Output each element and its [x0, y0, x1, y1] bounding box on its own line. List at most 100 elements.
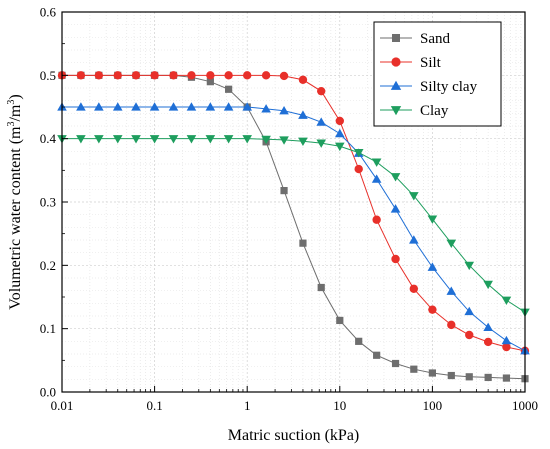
data-point-silt	[261, 71, 271, 80]
data-point-silt	[502, 342, 511, 352]
data-point-clay	[131, 135, 141, 144]
data-point-silty-clay	[112, 102, 123, 111]
data-point-clay	[390, 173, 401, 182]
series-line-silty-clay	[62, 106, 526, 352]
data-point-clay	[112, 135, 123, 144]
data-point-silt	[169, 71, 178, 80]
ticks: 0.01 0.1 1 10 100 1000 0.0 0.1 0.2 0.3 0.4 0.5 0.6	[40, 5, 538, 414]
data-point-silt	[131, 71, 141, 80]
data-point-silt	[465, 330, 474, 340]
data-point-silty-clay	[446, 286, 457, 295]
data-point-clay	[186, 135, 197, 144]
data-point-clay	[501, 296, 512, 305]
data-point-clay	[335, 142, 345, 152]
data-point-silt	[409, 284, 419, 293]
data-point-silty-clay	[168, 102, 179, 111]
data-point-silty-clay	[205, 102, 216, 111]
data-point-sand	[410, 365, 418, 373]
data-point-silt	[354, 164, 363, 174]
data-point-silty-clay	[409, 235, 419, 244]
data-point-silty-clay	[131, 102, 141, 111]
y-tick-label: 0.1	[40, 321, 56, 336]
data-point-silty-clay	[316, 117, 327, 126]
data-point-silty-clay	[298, 110, 308, 119]
legend-label-silt: Silt	[420, 55, 442, 71]
data-point-silty-clay	[335, 128, 345, 138]
data-point-silt	[317, 86, 326, 96]
data-point-sand	[280, 187, 288, 195]
legend-marker-silt	[391, 57, 401, 67]
data-point-clay	[279, 136, 289, 145]
data-point-silt	[391, 254, 400, 264]
data-point-clay	[76, 135, 86, 144]
data-point-clay	[409, 192, 419, 201]
data-point-silty-clay	[223, 102, 234, 111]
data-point-silt	[94, 71, 104, 80]
data-point-silt	[187, 71, 196, 80]
data-point-sand	[355, 337, 363, 345]
data-point-sand	[299, 239, 307, 247]
data-point-silt	[483, 337, 493, 347]
data-point-silty-clay	[186, 102, 197, 111]
y-axis-title-main: Volumetric water content (m	[7, 126, 24, 310]
data-point-silt	[447, 320, 456, 330]
data-point-clay	[242, 135, 252, 144]
data-point-silty-clay	[242, 102, 252, 111]
legend-marker-silty-clay	[390, 80, 402, 90]
data-point-sand	[465, 373, 473, 381]
legend-marker-sand	[392, 34, 400, 42]
data-point-clay	[223, 135, 234, 144]
data-point-clay	[149, 135, 160, 144]
x-tick-label: 0.01	[51, 398, 74, 413]
y-tick-label: 0.2	[40, 258, 56, 273]
y-tick-label: 0.0	[40, 385, 56, 400]
data-point-sand	[484, 373, 492, 382]
legend-label-sand: Sand	[420, 31, 451, 47]
data-point-sand	[428, 369, 436, 377]
x-tick-label: 0.1	[146, 398, 162, 413]
data-point-silty-clay	[149, 102, 160, 111]
data-point-silty-clay	[464, 306, 475, 316]
series-clay	[57, 135, 530, 317]
y-tick-label: 0.3	[40, 195, 56, 210]
x-axis-title: Matric suction (kPa)	[228, 427, 360, 444]
data-point-silt	[372, 215, 381, 224]
data-point-silty-clay	[94, 102, 104, 111]
data-point-sand	[336, 316, 344, 325]
data-point-silt	[428, 305, 437, 314]
data-point-clay	[483, 280, 493, 290]
series-layer	[57, 71, 530, 383]
data-point-silt	[279, 71, 289, 81]
x-tick-label: 1000	[512, 398, 538, 413]
series-line-clay	[62, 138, 526, 313]
data-point-silty-clay	[427, 262, 438, 271]
data-point-silt	[76, 71, 86, 80]
data-point-silty-clay	[76, 102, 86, 111]
data-point-silty-clay	[371, 174, 382, 183]
data-point-clay	[427, 215, 438, 224]
data-point-silt	[335, 116, 344, 126]
data-point-silt	[224, 71, 233, 80]
series-silt	[57, 71, 530, 356]
data-point-clay	[261, 135, 271, 145]
legend-label-silty-clay: Silty clay	[420, 79, 478, 95]
data-point-silt	[113, 71, 122, 80]
legend-marker-clay	[390, 106, 402, 116]
data-point-clay	[168, 135, 179, 144]
y-axis-title-sup2: 3	[6, 100, 17, 105]
data-point-silt	[206, 71, 215, 80]
data-point-silty-clay	[261, 104, 271, 113]
data-point-silty-clay	[501, 335, 512, 345]
data-point-clay	[205, 135, 216, 144]
data-point-sand	[206, 78, 214, 86]
legend: Sand Silt Silty clay Clay	[373, 21, 502, 127]
y-tick-label: 0.6	[40, 5, 57, 20]
y-tick-label: 0.4	[40, 131, 57, 146]
data-point-clay	[446, 239, 457, 248]
data-point-clay	[298, 137, 308, 146]
y-axis-title-end: )	[7, 94, 24, 99]
data-point-sand	[447, 371, 455, 380]
data-point-sand	[317, 283, 325, 292]
y-axis-title-sup1: 3	[6, 122, 17, 127]
x-tick-label: 10	[333, 398, 346, 413]
